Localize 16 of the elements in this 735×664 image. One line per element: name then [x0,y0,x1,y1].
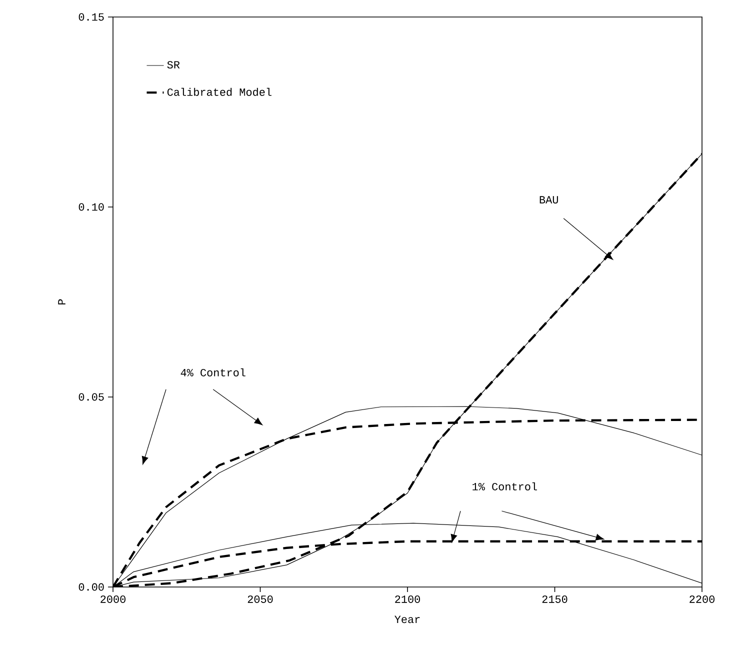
legend-label: Calibrated Model [167,88,272,96]
y-tick-label: 0.15 [78,13,104,21]
x-tick-label: 2050 [248,596,273,603]
annotation: BAU [540,196,558,204]
legend-label: SR [167,61,180,69]
annotation: 4% Control [180,368,246,376]
x-tick-label: 2100 [395,596,420,603]
annotation: 1% Control [472,482,537,490]
x-tick-label: 2150 [542,596,568,603]
x-axis-title: Year [394,616,420,624]
y-tick-label: 0.00 [78,583,104,591]
x-tick-label: 2200 [690,596,714,603]
y-tick-label: 0.05 [78,393,104,401]
y-axis-title: P [58,299,66,304]
y-tick-label: 0.10 [78,203,104,211]
x-tick-label: 2000 [100,596,126,603]
